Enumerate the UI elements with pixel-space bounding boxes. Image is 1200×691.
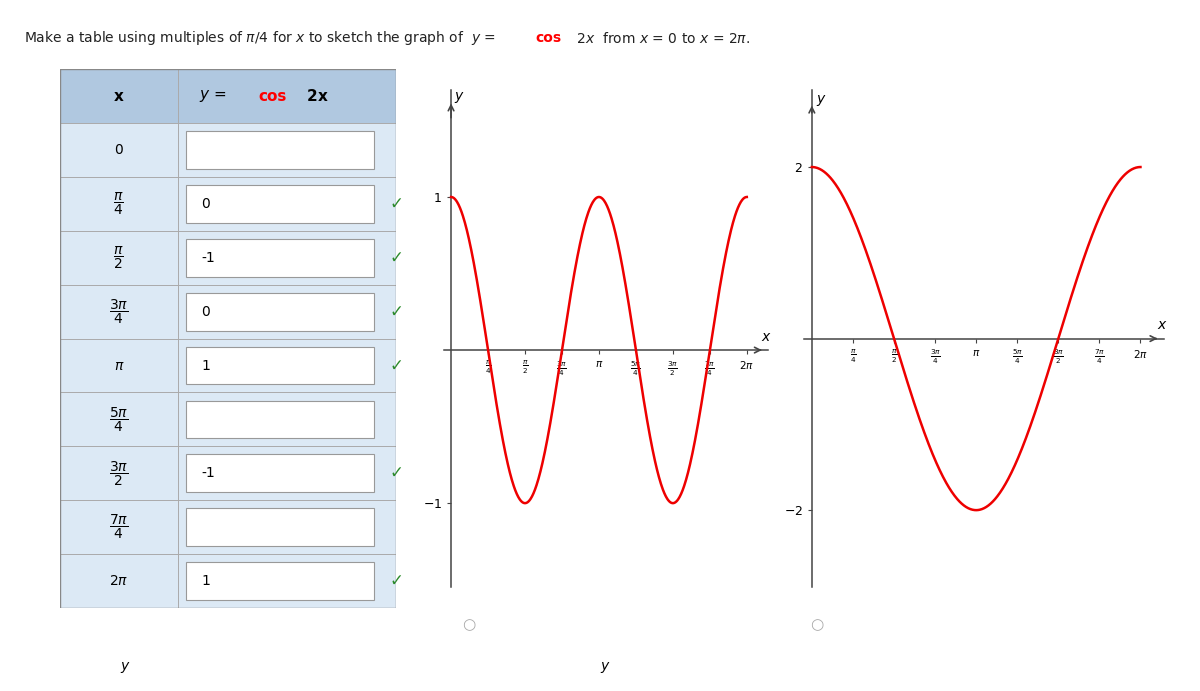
- Text: $x$: $x$: [1157, 318, 1168, 332]
- Text: ○: ○: [810, 617, 823, 632]
- FancyBboxPatch shape: [186, 509, 374, 546]
- Text: $\mathbf{x}$: $\mathbf{x}$: [113, 88, 125, 104]
- Text: $\dfrac{3\pi}{4}$: $\dfrac{3\pi}{4}$: [109, 297, 128, 326]
- Text: ○: ○: [462, 617, 475, 632]
- Text: $2\pi$: $2\pi$: [109, 574, 128, 588]
- Text: 2$x$  from $x$ = 0 to $x$ = 2$\pi$.: 2$x$ from $x$ = 0 to $x$ = 2$\pi$.: [571, 30, 750, 46]
- FancyBboxPatch shape: [186, 401, 374, 438]
- Text: $\dfrac{3\pi}{2}$: $\dfrac{3\pi}{2}$: [109, 459, 128, 488]
- Text: ✓: ✓: [389, 303, 403, 321]
- Text: cos: cos: [535, 31, 562, 45]
- Text: cos: cos: [258, 88, 287, 104]
- Text: $y$: $y$: [816, 93, 827, 108]
- Text: $0$: $0$: [114, 143, 124, 157]
- Text: $y$ =: $y$ =: [199, 88, 228, 104]
- FancyBboxPatch shape: [186, 131, 374, 169]
- Bar: [60, 69, 396, 123]
- Text: ✓: ✓: [389, 195, 403, 213]
- Text: 0: 0: [202, 197, 210, 211]
- Text: ✓: ✓: [389, 357, 403, 375]
- Text: $\dfrac{5\pi}{4}$: $\dfrac{5\pi}{4}$: [109, 405, 128, 434]
- Text: 1: 1: [202, 359, 210, 372]
- FancyBboxPatch shape: [186, 239, 374, 276]
- FancyBboxPatch shape: [186, 347, 374, 384]
- Text: Make a table using multiples of $\pi$/4 for $x$ to sketch the graph of  $y$ =: Make a table using multiples of $\pi$/4 …: [24, 29, 497, 47]
- FancyBboxPatch shape: [186, 293, 374, 330]
- Text: -1: -1: [202, 251, 215, 265]
- Text: $x$: $x$: [761, 330, 772, 344]
- Text: $\dfrac{\pi}{4}$: $\dfrac{\pi}{4}$: [113, 191, 125, 217]
- Text: ✓: ✓: [389, 572, 403, 590]
- Text: $\dfrac{7\pi}{4}$: $\dfrac{7\pi}{4}$: [109, 513, 128, 542]
- Text: $y$: $y$: [120, 661, 131, 675]
- Text: -1: -1: [202, 466, 215, 480]
- FancyBboxPatch shape: [186, 562, 374, 600]
- Text: 1: 1: [202, 574, 210, 588]
- Text: 0: 0: [202, 305, 210, 319]
- FancyBboxPatch shape: [186, 455, 374, 492]
- Text: ✓: ✓: [389, 249, 403, 267]
- Text: $\pi$: $\pi$: [114, 359, 124, 372]
- Text: $y$: $y$: [455, 90, 466, 105]
- FancyBboxPatch shape: [186, 185, 374, 223]
- Text: $y$: $y$: [600, 661, 611, 675]
- Text: $\mathbf{2x}$: $\mathbf{2x}$: [302, 88, 329, 104]
- Text: $\dfrac{\pi}{2}$: $\dfrac{\pi}{2}$: [113, 245, 125, 271]
- Text: ✓: ✓: [389, 464, 403, 482]
